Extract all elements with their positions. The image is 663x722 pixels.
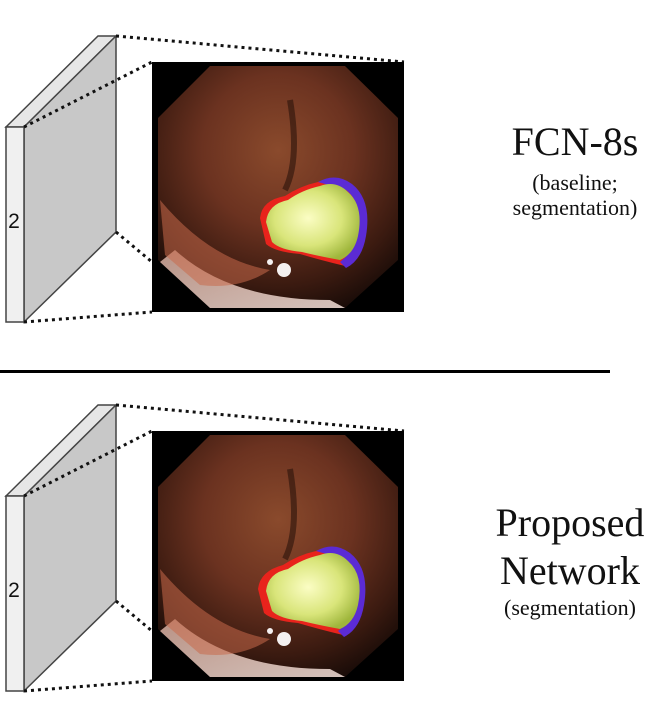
feature-map-slab — [4, 34, 118, 324]
method-label: FCN-8s (baseline; segmentation) — [490, 118, 660, 220]
endoscopy-image — [152, 431, 404, 681]
panel-divider — [0, 370, 610, 373]
panel-proposed-network: 2 Proposed Network (segmentation) — [0, 361, 663, 722]
segmentation-overlay — [258, 546, 366, 646]
endoscopy-image — [152, 62, 404, 312]
method-title-line-2: Network — [500, 548, 640, 593]
dotted-projection-lines — [23, 34, 405, 324]
method-title: FCN-8s — [511, 119, 639, 164]
method-subtitle-line-2: segmentation) — [512, 195, 638, 220]
segmentation-overlay — [260, 177, 368, 277]
panel-figure — [4, 34, 405, 324]
feature-map-slab — [4, 403, 118, 693]
method-subtitle: (segmentation) — [504, 595, 636, 620]
dotted-projection-lines — [23, 403, 405, 693]
layer-channel-label: 2 — [8, 210, 20, 233]
method-subtitle-line-1: (baseline; — [532, 170, 618, 195]
method-title-line-1: Proposed — [495, 500, 645, 545]
panel-fcn8s: 2 FCN-8s (baseline; segmentation) — [4, 34, 660, 324]
panel-figure — [4, 403, 405, 693]
layer-channel-label: 2 — [8, 579, 20, 602]
method-label: Proposed Network (segmentation) — [480, 499, 660, 620]
